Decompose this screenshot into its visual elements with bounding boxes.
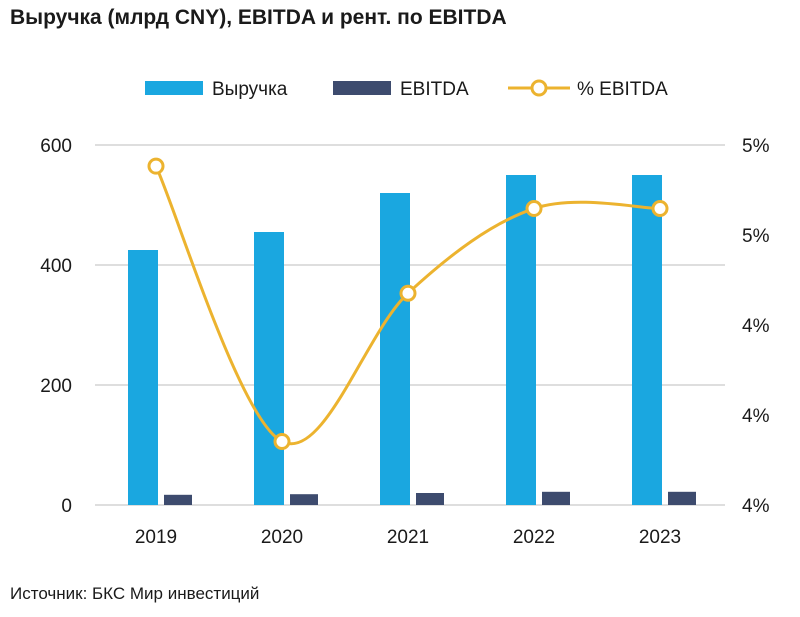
y2-tick-label: 4% [742,496,770,517]
y2-tick-label: 5% [742,226,770,247]
source-note: Источник: БКС Мир инвестиций [10,584,260,603]
chart-title: Выручка (млрд CNY), EBITDA и рент. по EB… [10,6,507,29]
legend-label-margin: % EBITDA [577,79,668,100]
y2-tick-label: 4% [742,316,770,337]
revenue-bar [632,175,662,505]
x-tick-label: 2023 [639,527,681,548]
margin-point [273,432,291,450]
margin-point [651,200,669,218]
margin-line-path [154,165,661,446]
ebitda-bar [164,494,192,505]
ebitda-bar [290,494,318,505]
revenue-bar [128,250,158,505]
y-tick-label: 400 [40,256,72,277]
x-tick-label: 2021 [387,527,429,548]
axis-labels: 0 200 400 600 4% 4% 4% 5% 5% 2019 2020 2021 2022 2023 [40,136,769,548]
legend-swatch-revenue [145,81,203,95]
y2-tick-label: 5% [742,136,770,157]
revenue-bar [254,232,284,505]
y-tick-label: 0 [61,496,72,517]
margin-point [147,157,165,175]
y-tick-label: 600 [40,136,72,157]
legend-swatch-margin-marker [530,79,548,97]
revenue-bar [506,175,536,505]
combo-chart: Выручка EBITDA % EBITDA 0 200 400 600 4% 4% 4% 5%… [40,79,769,548]
ebitda-bar [542,491,570,505]
x-tick-label: 2022 [513,527,555,548]
legend-label-ebitda: EBITDA [400,79,469,100]
margin-line [147,157,669,450]
y-tick-label: 200 [40,376,72,397]
margin-point [399,284,417,302]
bars [128,175,696,505]
legend: Выручка EBITDA % EBITDA [145,79,668,100]
legend-label-revenue: Выручка [212,79,288,100]
y2-tick-label: 4% [742,406,770,427]
revenue-bar [380,193,410,505]
x-tick-label: 2020 [261,527,303,548]
x-tick-label: 2019 [135,527,177,548]
ebitda-bar [668,491,696,505]
margin-point [525,200,543,218]
ebitda-bar [416,493,444,505]
legend-swatch-ebitda [333,81,391,95]
